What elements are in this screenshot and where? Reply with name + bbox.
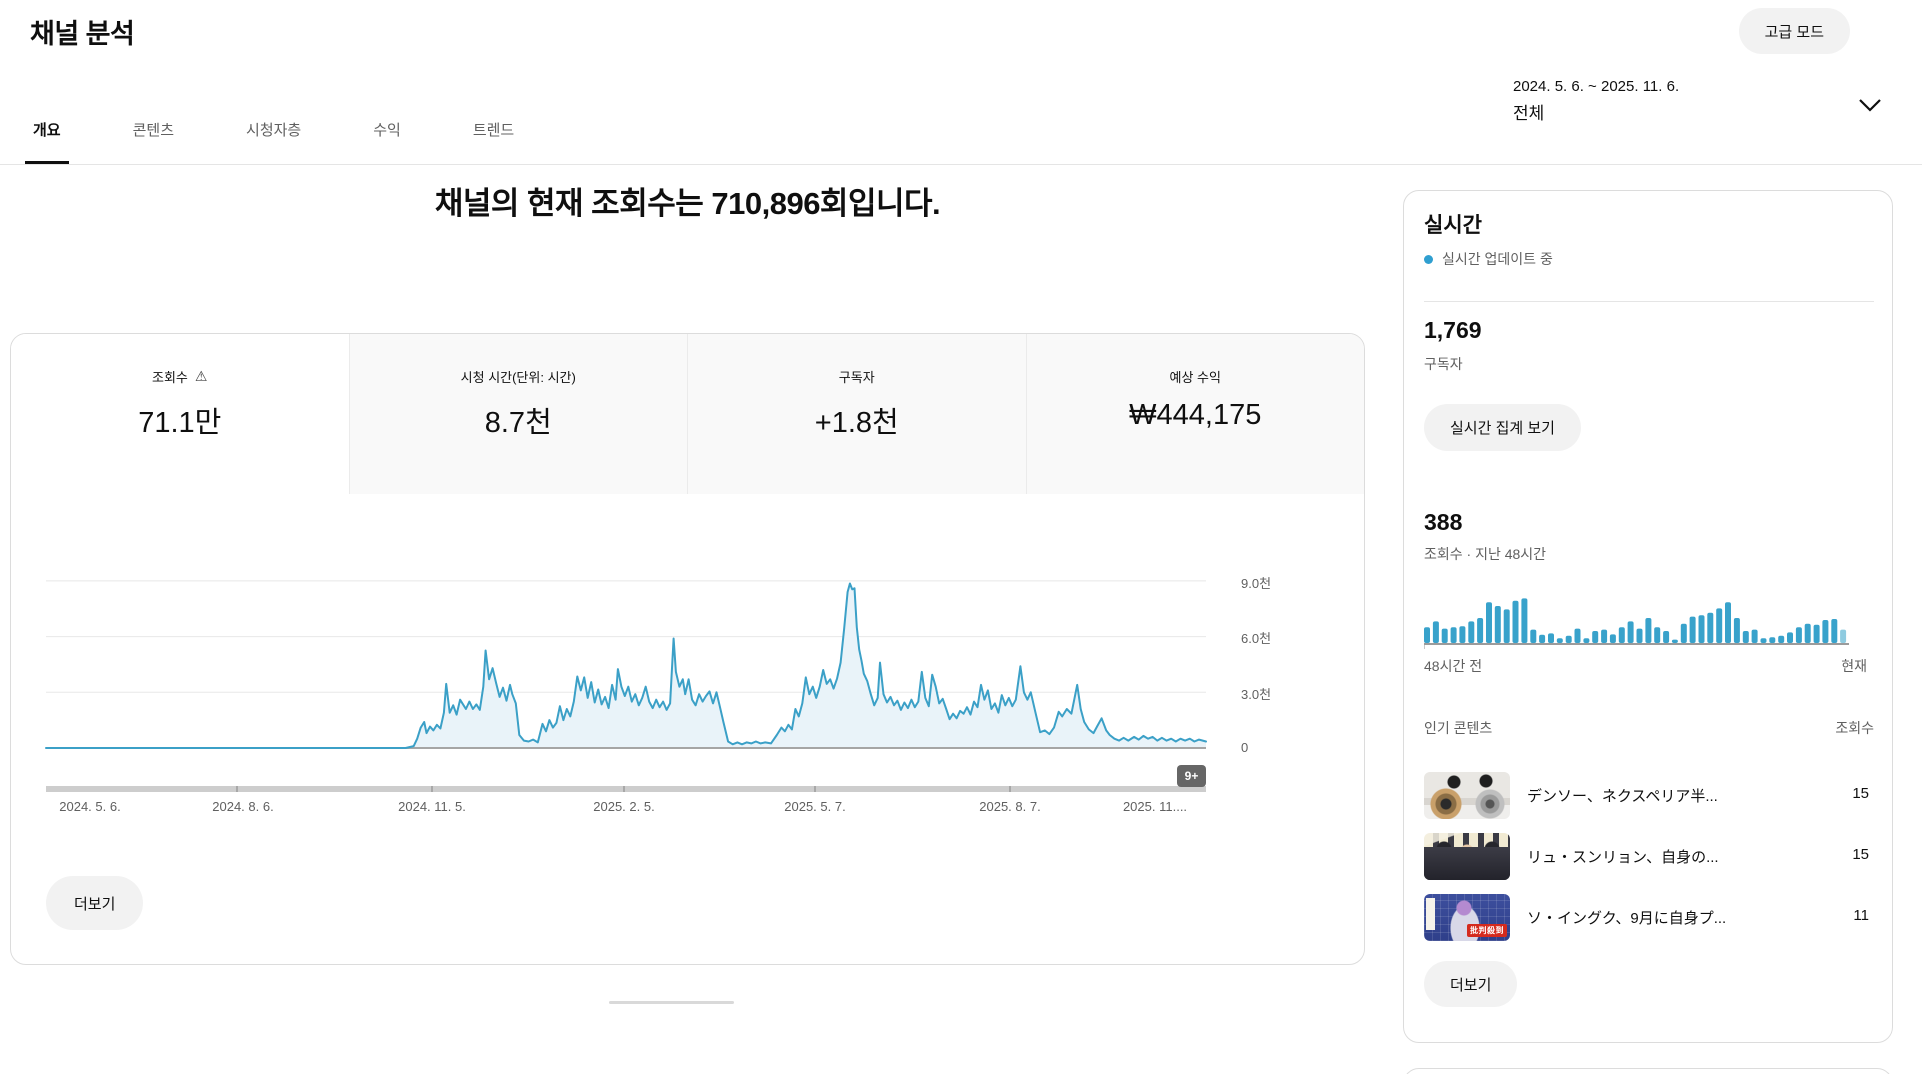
metric-tab-watch-time[interactable]: 시청 시간(단위: 시간) 8.7천: [348, 334, 687, 494]
video-thumbnail[interactable]: [1424, 772, 1510, 819]
x-axis-tick-mark: [814, 786, 816, 792]
top-content-row[interactable]: リュ・スンリョン、自身の... 15: [1424, 833, 1874, 880]
page-title: 채널 분석: [30, 19, 135, 49]
x-axis-scrollbar[interactable]: [46, 786, 1206, 792]
overview-analytics-card: 조회수 ⚠ 71.1만 시청 시간(단위: 시간) 8.7천 구독자 +1.8천 …: [10, 333, 1365, 965]
see-more-button[interactable]: 더보기: [46, 876, 144, 930]
top-content-views-label: 조회수: [1835, 720, 1874, 736]
realtime-views-label: 조회수 · 지난 48시간: [1424, 546, 1547, 562]
video-title: デンソー、ネクスペリア半...: [1527, 788, 1718, 805]
thumbnail-side-text: [1426, 898, 1435, 930]
video-thumbnail[interactable]: 批判殺到: [1424, 894, 1510, 941]
tab-overview[interactable]: 개요: [25, 95, 69, 164]
x-axis-label: 2025. 2. 5.: [593, 799, 655, 814]
bar-axis-right-label: 현재: [1841, 658, 1867, 674]
x-axis-label: 2024. 11. 5.: [398, 799, 466, 814]
x-axis-tick-mark: [431, 786, 433, 792]
metric-label: 시청 시간(단위: 시간): [460, 370, 576, 385]
realtime-subscribers-label: 구독자: [1424, 356, 1463, 372]
realtime-status: 실시간 업데이트 중: [1424, 249, 1553, 269]
metric-value: +1.8천: [814, 407, 899, 439]
tab-trends[interactable]: 트렌드: [472, 122, 515, 139]
tab-content[interactable]: 콘텐츠: [132, 122, 175, 139]
divider: [1424, 301, 1874, 302]
video-title: リュ・スンリョン、自身の...: [1527, 849, 1719, 866]
see-live-count-button[interactable]: 실시간 집계 보기: [1424, 404, 1581, 451]
y-axis-tick: 9.0천: [1241, 576, 1272, 591]
carousel-indicator: [609, 1001, 734, 1004]
chevron-down-icon: [1859, 99, 1881, 112]
realtime-title: 실시간: [1424, 214, 1482, 237]
video-views: 11: [1853, 907, 1869, 924]
tab-audience[interactable]: 시청자층: [246, 122, 302, 139]
x-axis-tick-mark: [236, 786, 238, 792]
tab-revenue[interactable]: 수익: [373, 122, 401, 139]
realtime-views-count: 388: [1424, 509, 1463, 535]
top-content-header: 인기 콘텐츠 조회수: [1424, 718, 1874, 738]
realtime-status-text: 실시간 업데이트 중: [1442, 251, 1553, 267]
metric-value: 71.1만: [138, 407, 222, 439]
thumbnail-badge-text: 批判殺到: [1467, 924, 1507, 937]
y-axis-tick: 6.0천: [1241, 631, 1272, 646]
x-axis-label: 2025. 5. 7.: [784, 799, 846, 814]
bar-axis-left-label: 48시간 전: [1424, 658, 1483, 674]
metric-tabs: 조회수 ⚠ 71.1만 시청 시간(단위: 시간) 8.7천 구독자 +1.8천 …: [11, 334, 1364, 494]
video-title: ソ・イングク、9月に自身プ...: [1527, 910, 1727, 927]
x-axis-label: 2025. 11....: [1122, 799, 1188, 814]
x-axis-label: 2025. 8. 7.: [979, 799, 1041, 814]
realtime-see-more-button[interactable]: 더보기: [1424, 961, 1518, 1007]
warning-icon: ⚠: [194, 368, 208, 384]
realtime-card: 실시간 실시간 업데이트 중 1,769 구독자 실시간 집계 보기 388 조…: [1403, 190, 1893, 1043]
date-range-picker[interactable]: 2024. 5. 6. ~ 2025. 11. 6. 전체: [1513, 78, 1893, 124]
live-dot-icon: [1424, 254, 1433, 264]
metric-tab-subscribers[interactable]: 구독자 +1.8천: [687, 334, 1026, 494]
metric-value: ₩444,175: [1129, 399, 1262, 431]
metric-label: 예상 수익: [1169, 370, 1221, 385]
date-preset-text: 전체: [1513, 104, 1545, 123]
x-axis-label: 2024. 5. 6.: [59, 799, 121, 814]
metric-label: 조회수: [152, 370, 188, 385]
x-axis-label: 2024. 8. 6.: [212, 799, 274, 814]
y-axis-tick: 3.0천: [1241, 687, 1272, 702]
top-content-title: 인기 콘텐츠: [1424, 720, 1493, 736]
date-range-text: 2024. 5. 6. ~ 2025. 11. 6.: [1513, 78, 1680, 95]
metric-value: 8.7천: [484, 407, 552, 439]
views-headline: 채널의 현재 조회수는 710,896회입니다.: [434, 186, 941, 221]
realtime-bar-chart[interactable]: [1424, 587, 1849, 649]
top-content-row[interactable]: 批判殺到 ソ・イングク、9月に自身プ... 11: [1424, 894, 1874, 941]
overflow-count-badge: 9+: [1177, 765, 1206, 787]
realtime-subscribers-count: 1,769: [1424, 317, 1482, 343]
views-line-chart[interactable]: [11, 334, 1365, 965]
x-axis-tick-mark: [1009, 786, 1011, 792]
video-views: 15: [1852, 846, 1869, 863]
advanced-mode-button[interactable]: 고급 모드: [1738, 8, 1850, 54]
next-card-top-edge: [1403, 1068, 1893, 1074]
metric-label: 구독자: [838, 370, 875, 385]
video-thumbnail[interactable]: [1424, 833, 1510, 880]
top-content-row[interactable]: デンソー、ネクスペリア半... 15: [1424, 772, 1874, 819]
video-views: 15: [1852, 785, 1869, 802]
y-axis-tick: 0: [1241, 740, 1249, 755]
x-axis-tick-mark: [623, 786, 625, 792]
metric-tab-revenue[interactable]: 예상 수익 ₩444,175: [1025, 334, 1364, 494]
metric-tab-views[interactable]: 조회수 ⚠ 71.1만: [11, 334, 349, 494]
analytics-tabbar: 개요 콘텐츠 시청자층 수익 트렌드: [0, 95, 1922, 165]
